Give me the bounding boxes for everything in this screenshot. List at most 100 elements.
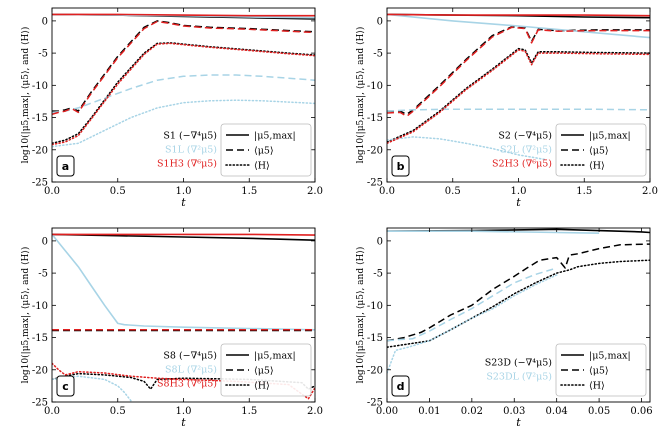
legend: |μ5,max| ⟨μ5⟩ ⟨H⟩ [555, 123, 647, 177]
legend-label: ⟨μ5⟩ [254, 146, 274, 157]
x-tick-label: 0.01 [418, 406, 440, 417]
y-tick-label: -20 [32, 365, 48, 376]
series-line: S2 mean [387, 25, 650, 116]
legend-label: |μ5,max| [589, 351, 631, 362]
panel-label-box [391, 375, 410, 397]
y-axis-label: log10(|μ5,max|, ⟨μ5⟩, and ⟨H⟩) [20, 27, 31, 164]
x-tick-label: 0.0 [44, 186, 60, 197]
y-tick-label: 0 [377, 16, 383, 27]
series-line: S2L max [387, 13, 650, 39]
y-tick-label: -20 [367, 145, 383, 156]
run-label: S1 (−∇⁴μ5) [163, 131, 217, 142]
legend: |μ5,max| ⟨μ5⟩ ⟨H⟩ [555, 343, 647, 397]
x-tick-label: 0.00 [376, 406, 398, 417]
x-tick-label: 0.05 [588, 406, 610, 417]
series-line: S2L H [387, 136, 546, 161]
x-tick-label: 1.0 [176, 186, 192, 197]
y-tick-label: -15 [367, 113, 383, 124]
series-line: S8 max [52, 233, 315, 241]
legend-frame [220, 123, 312, 177]
series-line: S8H3 max [52, 233, 315, 236]
y-tick-label: -15 [32, 333, 48, 344]
x-tick-label: 1.5 [241, 406, 257, 417]
series-line: S1H3 H [52, 42, 315, 146]
series-line: S1 mean [52, 20, 315, 112]
y-axis-label: log10(|μ5,max|, ⟨μ5⟩, and ⟨H⟩) [20, 247, 31, 384]
y-tick-label: -25 [367, 178, 383, 189]
legend-label: |μ5,max| [254, 351, 296, 362]
series-line: S1H3 max [52, 13, 315, 17]
run-label: S8 (−∇⁴μ5) [163, 351, 217, 362]
run-label: S23DL (∇²μ5) [486, 372, 552, 383]
y-tick-label: -10 [32, 301, 48, 312]
x-axis-label: t [516, 416, 521, 429]
y-tick-label: 0 [42, 16, 48, 27]
series-line: S2 H [387, 47, 650, 143]
y-tick-label: -5 [38, 269, 48, 280]
y-tick-label: -10 [32, 81, 48, 92]
series-line: S2L mean [387, 108, 650, 112]
y-tick-label: -5 [38, 49, 48, 60]
y-axis-label: log10(|μ5,max|, ⟨μ5⟩, and ⟨H⟩) [355, 27, 366, 164]
series-line: S8L max [52, 233, 315, 331]
panel-a: S1 maxS1 meanS1 HS1L maxS1L meanS1L HS1H… [20, 7, 323, 209]
run-label: S1H3 (∇⁶μ5) [157, 159, 217, 170]
legend-label: ⟨H⟩ [589, 381, 605, 392]
axes-frame [386, 227, 651, 403]
legend-label: ⟨μ5⟩ [589, 146, 609, 157]
y-tick-label: 0 [42, 236, 48, 247]
x-tick-label: 1.5 [576, 186, 592, 197]
x-tick-label: 0.0 [379, 186, 395, 197]
panel-label: d [397, 380, 405, 393]
series-line: S2H3 max [387, 13, 650, 17]
y-tick-label: 0 [377, 236, 383, 247]
legend-label: ⟨μ5⟩ [254, 366, 274, 377]
series-group: S2 maxS2 meanS2 HS2L maxS2L meanS2L HS2H… [387, 13, 650, 161]
x-axis-label: t [516, 196, 521, 209]
x-tick-label: 1.0 [511, 186, 527, 197]
legend: |μ5,max| ⟨μ5⟩ ⟨H⟩ [220, 343, 312, 397]
x-tick-label: 0.5 [110, 406, 126, 417]
panel-label-box [391, 155, 410, 177]
y-tick-label: -20 [367, 365, 383, 376]
y-tick-label: -15 [32, 113, 48, 124]
series-line: S1L mean [52, 74, 315, 114]
series-line: S2H3 H [387, 49, 650, 145]
series-line: S23DL mean [387, 267, 557, 342]
y-axis-label: log10(|μ5,max|, ⟨μ5⟩, and ⟨H⟩) [355, 247, 366, 384]
panel-label-box [56, 375, 75, 397]
legend-label: ⟨H⟩ [254, 381, 270, 392]
run-label: S1L (∇²μ5) [165, 145, 217, 156]
x-tick-label: 0.04 [546, 406, 568, 417]
legend-label: ⟨H⟩ [589, 161, 605, 172]
y-tick-label: -25 [32, 178, 48, 189]
x-tick-label: 0.06 [630, 406, 652, 417]
panel-label: c [62, 380, 69, 393]
y-tick-label: -15 [367, 333, 383, 344]
run-label: S2 (−∇⁴μ5) [498, 131, 552, 142]
panel-label: b [397, 160, 405, 173]
x-tick-label: 0.0 [44, 406, 60, 417]
legend-label: |μ5,max| [589, 131, 631, 142]
x-tick-label: 2.0 [307, 406, 323, 417]
y-tick-label: -5 [373, 49, 383, 60]
y-tick-label: -5 [373, 269, 383, 280]
legend-frame [220, 343, 312, 397]
x-tick-label: 0.5 [110, 186, 126, 197]
x-tick-label: 1.5 [241, 186, 257, 197]
x-axis-label: t [181, 196, 186, 209]
panel-b: S2 maxS2 meanS2 HS2L maxS2L meanS2L HS2H… [355, 7, 658, 209]
x-tick-label: 0.5 [445, 186, 461, 197]
x-tick-label: 2.0 [307, 186, 323, 197]
run-label: S2H3 (∇⁶μ5) [492, 159, 552, 170]
series-line: S2H3 mean [387, 26, 650, 118]
y-tick-label: -25 [367, 398, 383, 409]
y-tick-label: -25 [32, 398, 48, 409]
legend: |μ5,max| ⟨μ5⟩ ⟨H⟩ [220, 123, 312, 177]
x-tick-label: 2.0 [642, 186, 658, 197]
legend-label: ⟨μ5⟩ [589, 366, 609, 377]
legend-frame [555, 343, 647, 397]
run-label: S8L (∇²μ5) [165, 365, 217, 376]
panel-label: a [62, 160, 69, 173]
panel-label-box [56, 155, 75, 177]
